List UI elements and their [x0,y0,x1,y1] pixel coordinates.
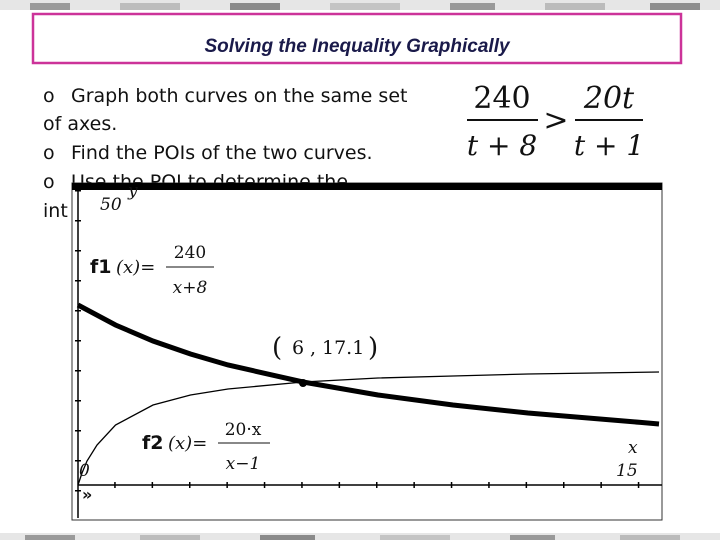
f1-den: x+8 [173,278,208,298]
scroll-arrows: » [82,485,92,504]
y-max-label: 50 [100,195,122,215]
bullet-marker: o [43,171,55,193]
curve-f2 [77,371,660,486]
poi-sep: , [310,337,316,359]
bullet-text: Find the POIs of the two curves. [71,142,373,164]
f2-name: f2 [142,432,164,454]
bottom-decoration [0,533,720,540]
f2-num: 20·x [225,420,262,440]
x-min-label: 0 [79,461,90,481]
f1-arg: (x)= [116,257,155,278]
f1-name: f1 [90,256,112,278]
poi-y: 17.1 [322,337,364,359]
poi-close: ) [368,333,378,363]
bullet-marker: o [43,85,55,107]
top-decoration [0,0,720,10]
fraction-den: t + 8 [467,129,537,162]
poi-point [299,379,307,387]
inequality: 240 t + 8 > 20t t + 1 [467,81,644,162]
graph-background [71,182,663,521]
bullet-text: Graph both curves on the same set [71,85,407,107]
y-axis-label: y [127,181,138,201]
f1-num: 240 [174,243,206,263]
poi-x: 6 [292,337,304,359]
f2-den: x−1 [226,454,261,474]
title-box [31,12,683,65]
graph-top-bar [72,183,662,190]
fraction-num: 20t [583,81,635,116]
fraction-den: t + 1 [574,129,644,162]
bullet-marker: o [43,142,55,164]
x-max-label: 15 [616,461,638,481]
fraction-num: 240 [473,81,530,116]
f2-arg: (x)= [168,433,207,454]
title: Solving the Inequality Graphically [204,36,511,57]
bullet-text: int [43,200,68,222]
poi-open: ( [272,333,282,363]
x-axis-label: x [628,438,638,458]
graph-panel: » 50 y 0 x 15 f1 (x)= 240 x+8 f2 (x)= 20… [71,181,663,521]
bullet-text: of axes. [43,113,117,135]
inequality-sign: > [543,103,568,138]
